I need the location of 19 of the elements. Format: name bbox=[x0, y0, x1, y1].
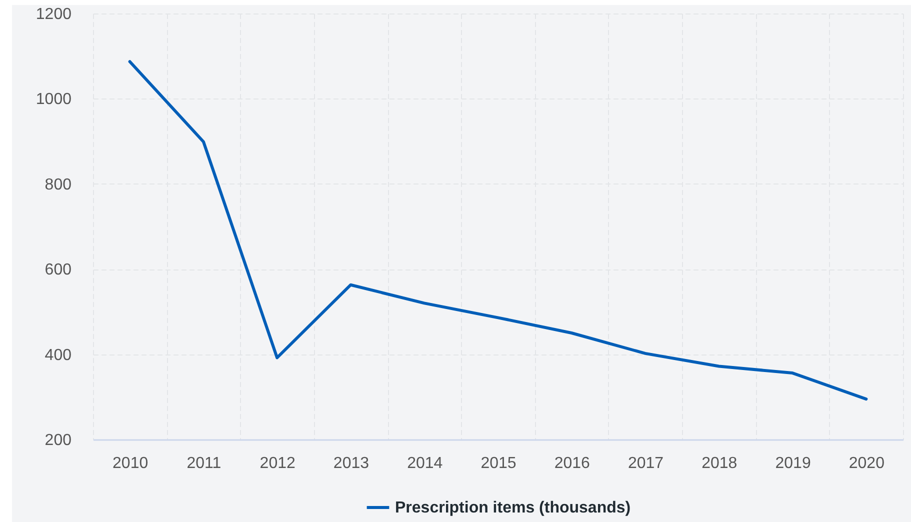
y-tick-label: 1000 bbox=[36, 91, 72, 108]
x-tick-label: 2013 bbox=[333, 455, 370, 472]
y-tick-label: 200 bbox=[44, 432, 72, 449]
x-tick-label: 2016 bbox=[554, 455, 590, 472]
x-tick-label: 2019 bbox=[775, 455, 811, 472]
y-tick-label: 600 bbox=[44, 262, 72, 279]
y-tick-label: 400 bbox=[44, 346, 72, 364]
x-tick-label: 2012 bbox=[260, 455, 296, 472]
x-tick-label: 2017 bbox=[628, 455, 664, 472]
legend-label: Prescription items (thousands) bbox=[395, 500, 631, 516]
x-tick-label: 2020 bbox=[848, 455, 885, 472]
x-tick-label: 2015 bbox=[480, 455, 516, 472]
y-tick-label: 1200 bbox=[36, 6, 72, 23]
line-series bbox=[128, 60, 868, 401]
y-tick-label: 800 bbox=[44, 176, 72, 194]
x-tick-label: 2018 bbox=[702, 455, 738, 472]
x-tick-label: 2010 bbox=[112, 455, 148, 472]
x-tick-label: 2011 bbox=[186, 455, 222, 472]
x-tick-label: 2014 bbox=[407, 455, 443, 472]
